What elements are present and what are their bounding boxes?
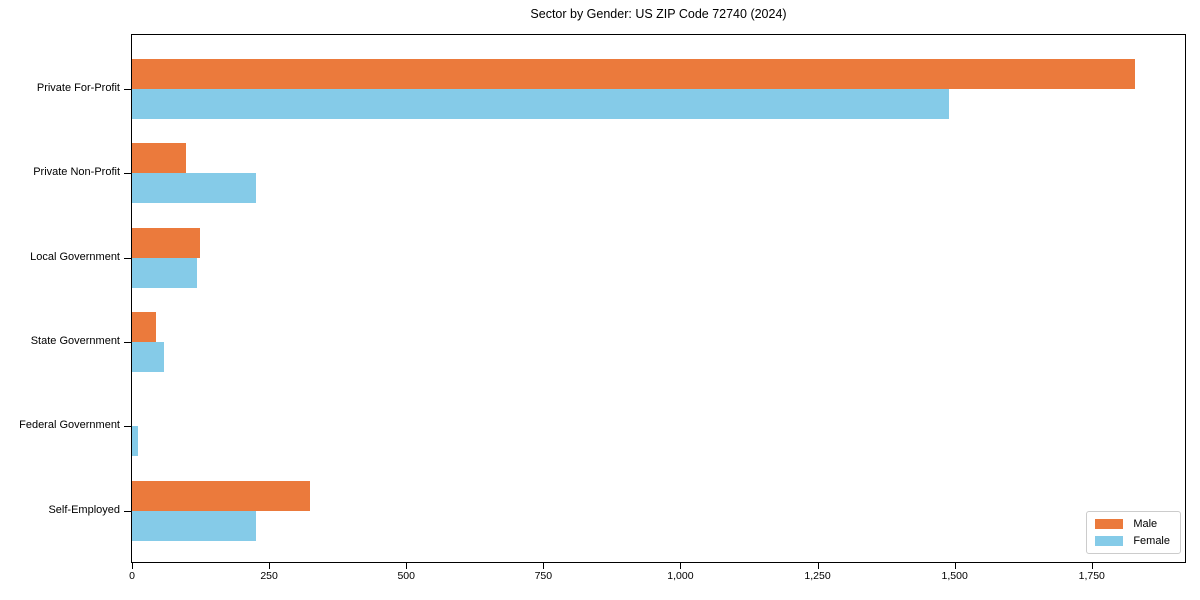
y-tick-private-for-profit <box>124 89 131 90</box>
x-axis-tick-label-1750: 1,750 <box>1078 570 1105 582</box>
x-tick-0 <box>132 563 133 569</box>
x-tick-1750 <box>1091 563 1093 569</box>
x-axis-tick-label-250: 250 <box>260 570 278 582</box>
plot-area: Male Female <box>131 34 1186 563</box>
legend: Male Female <box>1086 511 1181 554</box>
female-bar-state-government <box>132 341 164 372</box>
x-axis-tick-label-750: 750 <box>534 570 553 582</box>
x-tick-500 <box>406 563 408 569</box>
x-axis-tick-label-1250: 1,250 <box>804 570 831 582</box>
male-bar-local-government <box>132 227 200 258</box>
female-bar-private-for-profit <box>132 89 949 119</box>
legend-item-male: Male <box>1095 518 1170 530</box>
x-tick-1000 <box>680 563 682 569</box>
chart-title: Sector by Gender: US ZIP Code 72740 (202… <box>530 7 787 21</box>
x-tick-1500 <box>954 563 956 569</box>
male-bar-self-employed <box>132 480 310 511</box>
female-bar-private-non-profit <box>132 173 256 204</box>
y-axis-label-state-government: State Government <box>30 334 120 347</box>
female-bar-federal-government <box>132 426 138 457</box>
y-axis-label-self-employed: Self-Employed <box>48 503 120 516</box>
male-bar-state-government <box>132 311 156 342</box>
y-axis-label-local-government: Local Government <box>30 250 120 263</box>
male-legend-swatch <box>1095 519 1124 529</box>
male-legend-label: Male <box>1133 518 1158 530</box>
y-tick-federal-government <box>124 426 131 428</box>
legend-item-female: Female <box>1095 535 1170 547</box>
female-legend-swatch <box>1095 536 1124 546</box>
x-tick-250 <box>269 563 271 569</box>
x-axis-tick-label-1500: 1,500 <box>941 570 968 582</box>
x-tick-1250 <box>817 563 819 569</box>
female-bar-self-employed <box>132 510 256 541</box>
female-bar-local-government <box>132 257 197 288</box>
x-tick-750 <box>543 563 545 569</box>
female-legend-label: Female <box>1133 535 1170 547</box>
y-axis-label-private-for-profit: Private For-Profit <box>36 82 120 94</box>
y-tick-self-employed <box>124 510 131 512</box>
x-axis-tick-label-500: 500 <box>397 570 415 582</box>
male-bar-private-non-profit <box>132 143 186 174</box>
x-axis-tick-label-1000: 1,000 <box>667 570 694 582</box>
y-tick-state-government <box>124 341 131 343</box>
x-axis-tick-label-0: 0 <box>129 570 135 582</box>
y-tick-local-government <box>124 257 131 259</box>
y-tick-private-non-profit <box>124 173 131 175</box>
male-bar-private-for-profit <box>132 59 1135 89</box>
y-axis-label-federal-government: Federal Government <box>19 419 120 432</box>
y-axis-label-private-non-profit: Private Non-Profit <box>33 166 120 179</box>
